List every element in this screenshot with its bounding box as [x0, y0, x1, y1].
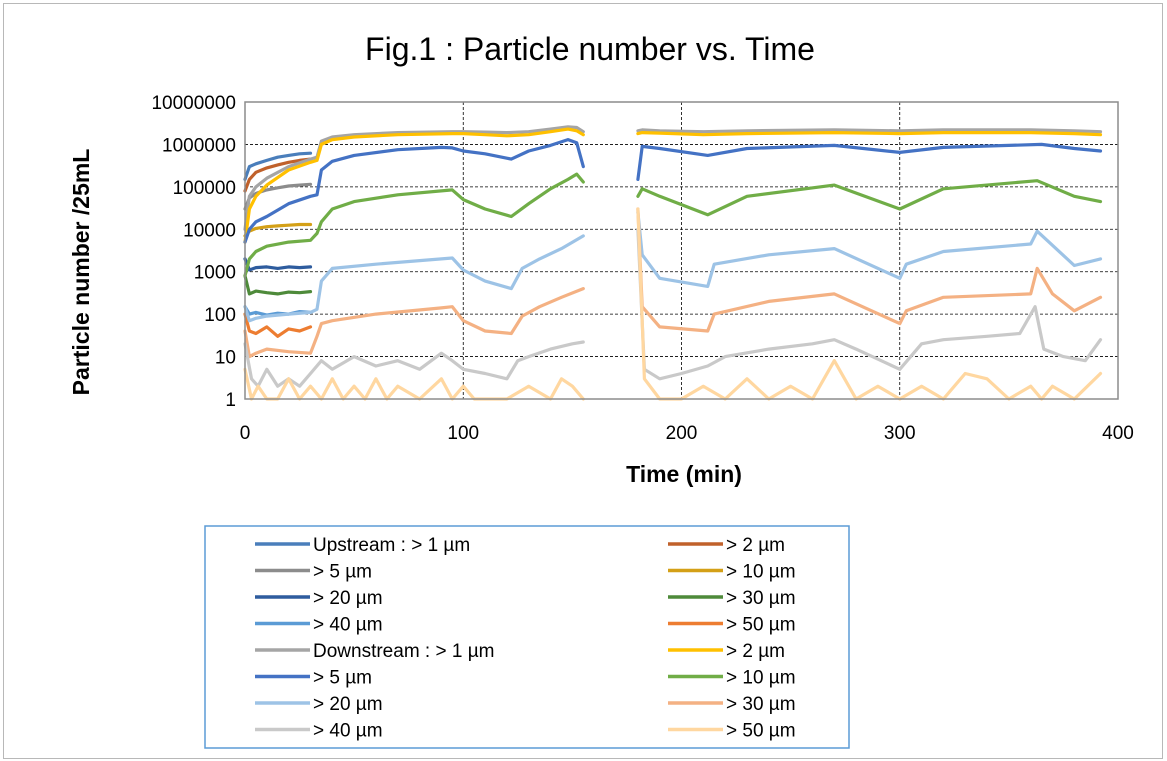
- series-line-14: [243, 207, 1103, 359]
- x-axis-label: Time (min): [626, 461, 742, 487]
- x-tick-label: 100: [447, 423, 479, 444]
- y-tick-label: 1000: [194, 263, 236, 284]
- legend-label: > 20 µm: [313, 588, 383, 609]
- legend-label: > 30 µm: [726, 694, 796, 715]
- legend-label: > 5 µm: [313, 668, 372, 689]
- y-tick-label: 1: [225, 390, 236, 411]
- legend-label: > 2 µm: [726, 641, 785, 662]
- y-axis-label: Particle number /25mL: [68, 149, 94, 396]
- legend-label: > 40 µm: [313, 721, 383, 742]
- series-line-11: [243, 138, 1103, 244]
- legend-label: > 40 µm: [313, 615, 383, 636]
- legend-label: > 10 µm: [726, 562, 796, 583]
- chart-title: Fig.1 : Particle number vs. Time: [365, 31, 815, 67]
- legend-label: Upstream : > 1 µm: [313, 535, 470, 556]
- legend-label: > 10 µm: [726, 668, 796, 689]
- series-line-9: [243, 125, 1103, 231]
- series-line-15: [243, 227, 1103, 388]
- y-tick-label: 10000: [183, 220, 236, 241]
- x-tick-label: 400: [1102, 423, 1134, 444]
- y-tick-label: 10: [215, 348, 236, 369]
- series-line-6: [243, 274, 313, 296]
- legend-entries: Upstream : > 1 µm > 2 µm > 5 µm > 10 µm > 20…: [255, 535, 796, 742]
- x-tick-label: 200: [666, 423, 698, 444]
- series-line-8: [243, 312, 313, 338]
- series-line-10: [243, 127, 1103, 244]
- axes-layer: 1 10 100 1000 10000 100000 1000000 10000000 0 100…: [151, 93, 1133, 444]
- legend: [204, 525, 850, 749]
- series-line-12: [243, 172, 1103, 278]
- legend-label: > 20 µm: [313, 694, 383, 715]
- y-tick-label: 100000: [173, 178, 236, 199]
- series-line-13: [243, 210, 1103, 323]
- series-line-4: [243, 222, 313, 238]
- legend-label: > 50 µm: [726, 615, 796, 636]
- legend-label: Downstream : > 1 µm: [313, 641, 494, 662]
- plot-border: [244, 101, 1119, 400]
- legend-label: > 30 µm: [726, 588, 796, 609]
- legend-label: > 2 µm: [726, 535, 785, 556]
- series-line-16: [243, 207, 1103, 401]
- y-tick-label: 1000000: [162, 135, 236, 156]
- plot-layer: [243, 125, 1103, 401]
- legend-label: > 5 µm: [313, 562, 372, 583]
- series-line-5: [243, 257, 313, 272]
- series-line-1: [243, 151, 313, 181]
- y-tick-label: 10000000: [151, 93, 236, 114]
- x-tick-label: 0: [240, 423, 251, 444]
- legend-label: > 50 µm: [726, 721, 796, 742]
- series-line-2: [243, 157, 313, 193]
- x-tick-label: 300: [884, 423, 916, 444]
- y-tick-label: 100: [204, 305, 236, 326]
